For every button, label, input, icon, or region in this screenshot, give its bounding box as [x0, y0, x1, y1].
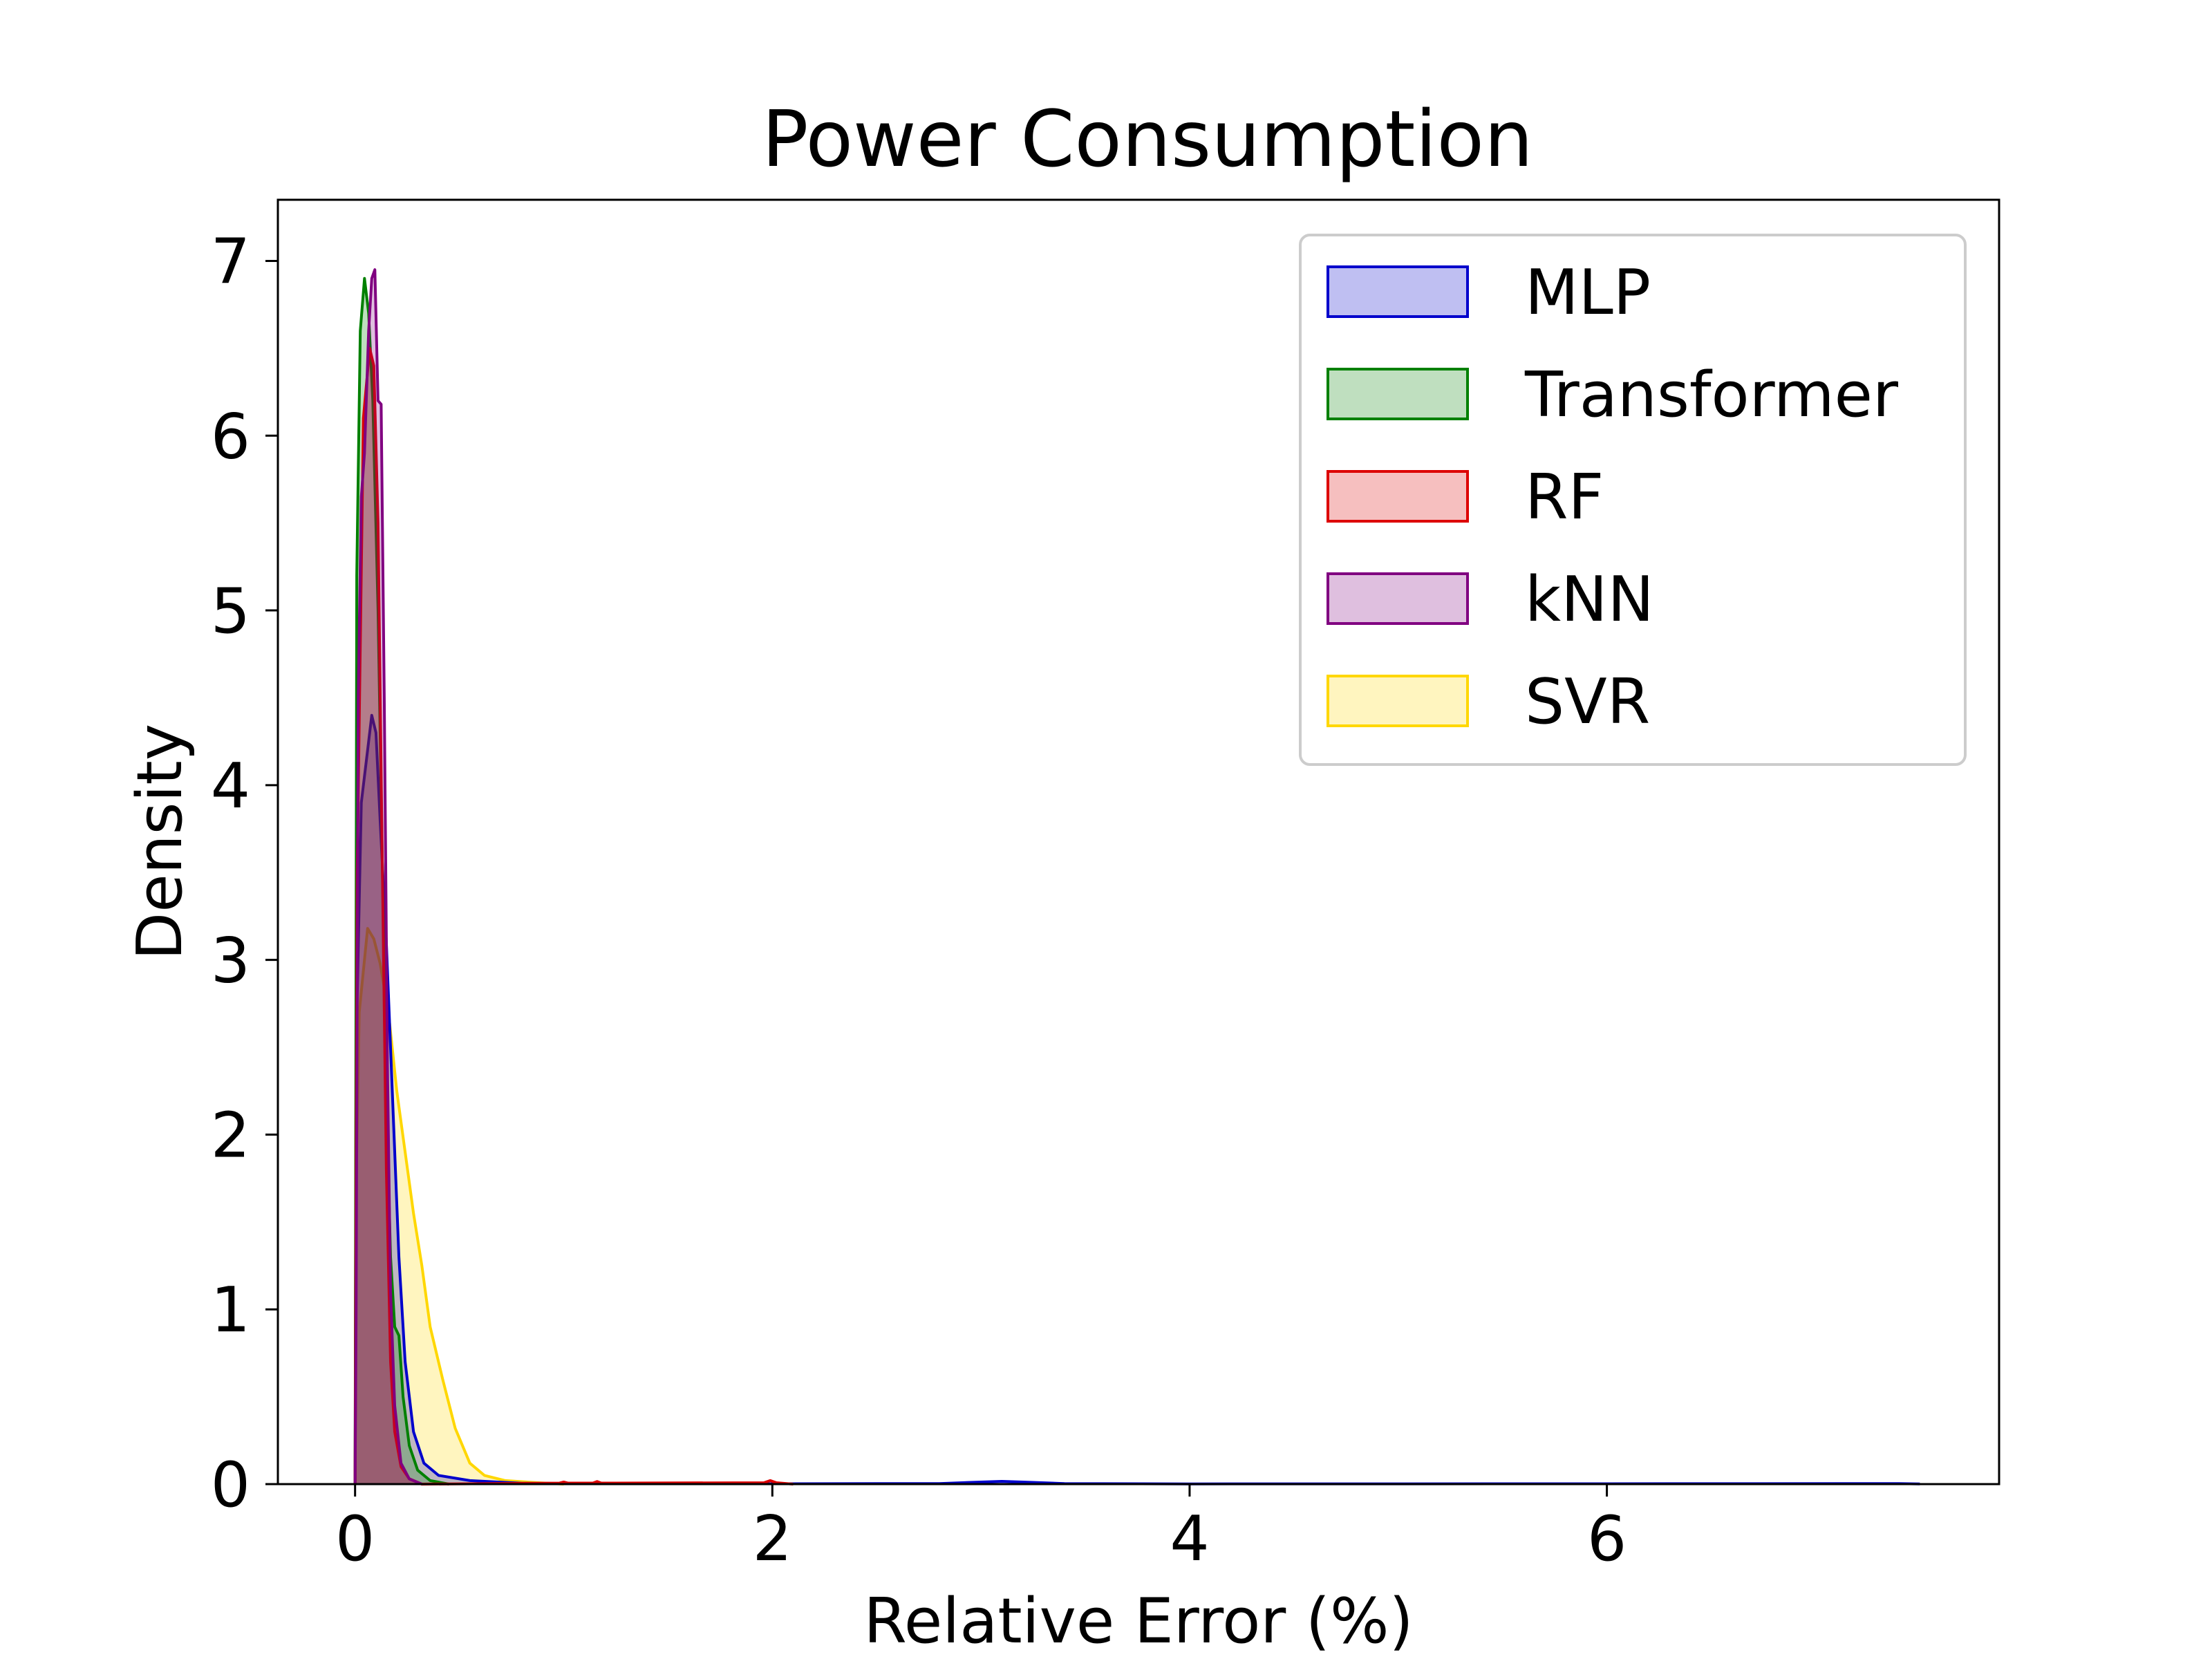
legend-label: kNN [1525, 563, 1654, 636]
y-axis-label: Density [124, 724, 196, 960]
y-tick-label: 0 [211, 1449, 250, 1521]
legend-swatch [1327, 572, 1469, 625]
x-axis-label: Relative Error (%) [863, 1585, 1413, 1658]
legend-entry-mlp: MLP [1327, 256, 1651, 329]
legend-entry-rf: RF [1327, 461, 1604, 534]
legend: MLP Transformer RF kNN SVR [1299, 234, 1967, 766]
y-tick-label: 4 [211, 750, 250, 823]
y-tick-label: 7 [211, 225, 250, 298]
x-tick-label: 2 [753, 1503, 792, 1575]
y-axis: 0 1 2 3 4 5 6 7 [211, 225, 278, 1521]
series-area-transformer [355, 278, 449, 1484]
legend-swatch [1327, 470, 1469, 523]
y-tick-label: 1 [211, 1274, 250, 1347]
series-area-svr [355, 928, 564, 1484]
series-line-mlp [353, 713, 1920, 1485]
x-tick-label: 0 [335, 1503, 375, 1575]
y-tick-label: 2 [211, 1099, 250, 1172]
legend-label: SVR [1525, 666, 1650, 738]
series-knn [353, 268, 423, 1485]
plot-frame [276, 198, 2000, 1485]
legend-swatch [1327, 368, 1469, 420]
legend-entry-transformer: Transformer [1327, 359, 1898, 431]
y-tick-label: 3 [211, 925, 250, 997]
x-tick-label: 4 [1170, 1503, 1209, 1575]
legend-box [1299, 234, 1967, 766]
series-area-mlp [355, 715, 1920, 1484]
legend-label: MLP [1525, 256, 1651, 329]
series-line-svr [353, 927, 564, 1485]
legend-entry-knn: kNN [1327, 563, 1654, 636]
chart-title: Power Consumption [762, 95, 1533, 185]
series-mlp [353, 713, 1920, 1485]
x-tick-label: 6 [1587, 1503, 1627, 1575]
series-area-knn [355, 270, 422, 1485]
y-tick-label: 5 [211, 575, 250, 648]
legend-entry-svr: SVR [1327, 666, 1650, 738]
legend-label: Transformer [1524, 359, 1898, 431]
legend-swatch [1327, 675, 1469, 727]
series-line-knn [353, 268, 423, 1485]
x-axis: 0 2 4 6 [335, 1484, 1627, 1575]
series-svr [353, 927, 564, 1485]
legend-swatch [1327, 265, 1469, 318]
legend-label: RF [1525, 461, 1604, 534]
y-tick-label: 6 [211, 400, 250, 473]
